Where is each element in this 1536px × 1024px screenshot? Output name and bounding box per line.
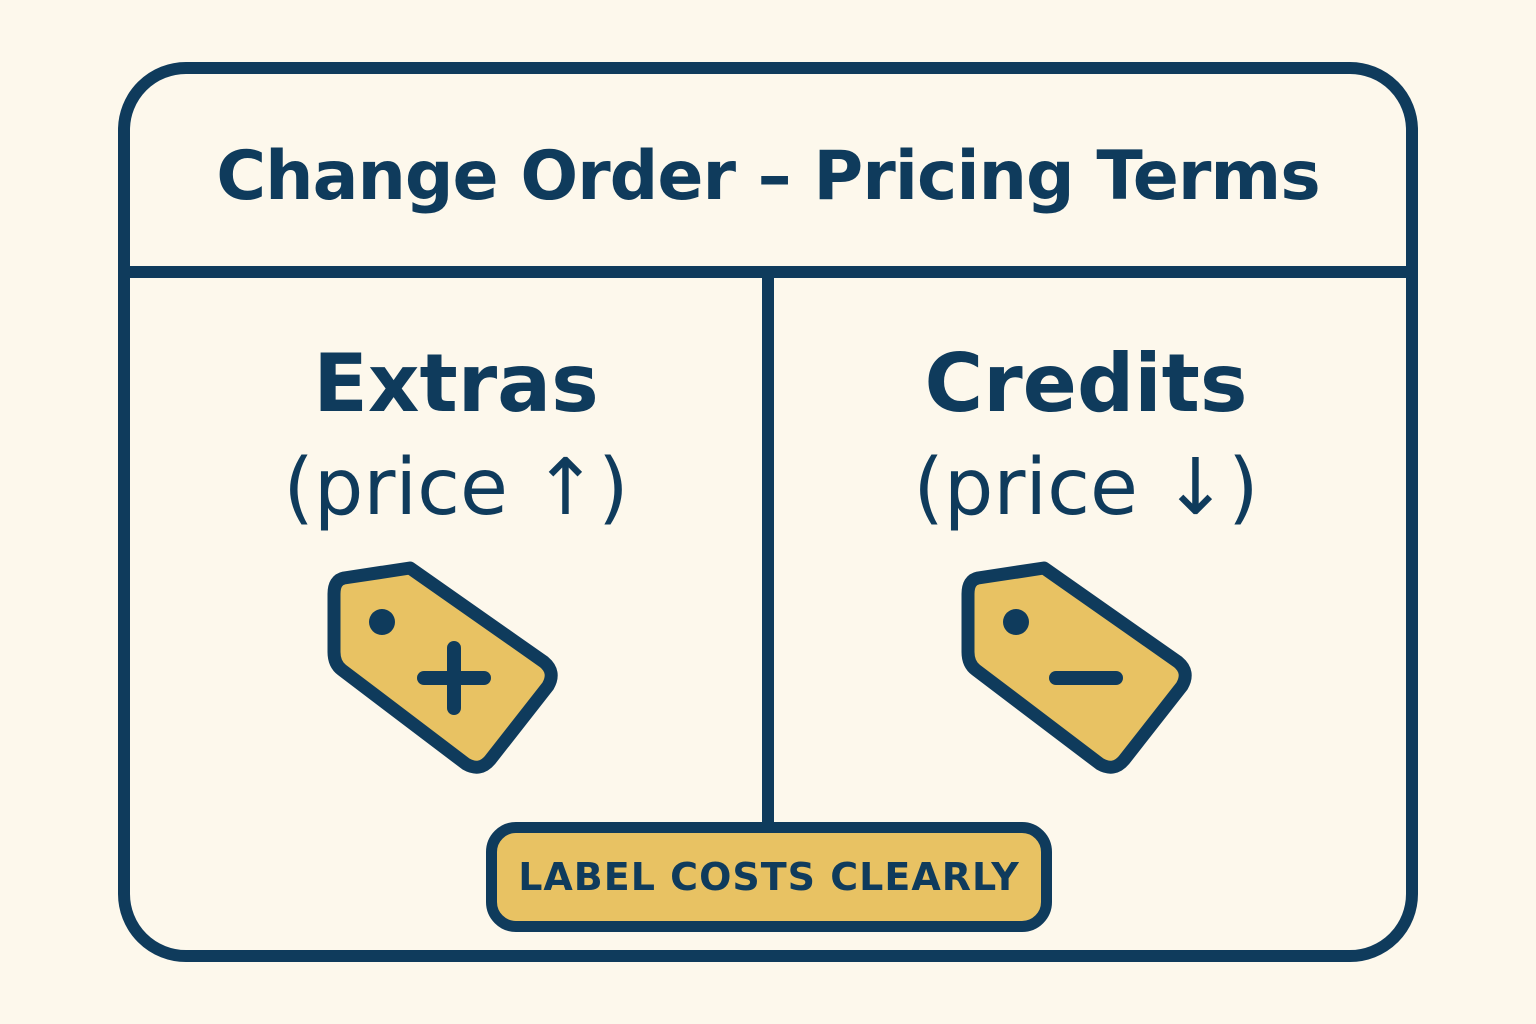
price-tag-minus-icon	[954, 560, 1204, 790]
pricing-terms-card	[118, 62, 1418, 962]
credits-subtext: (price ↓)	[913, 443, 1259, 533]
price-tag-plus-icon	[320, 560, 570, 790]
label-costs-badge: LABEL COSTS CLEARLY	[486, 822, 1052, 932]
extras-subtext: (price ↑)	[283, 443, 629, 533]
page-title: Change Order – Pricing Terms	[216, 137, 1321, 216]
extras-heading: Extras	[313, 337, 599, 430]
column-divider	[762, 272, 774, 832]
credits-heading: Credits	[924, 337, 1248, 430]
